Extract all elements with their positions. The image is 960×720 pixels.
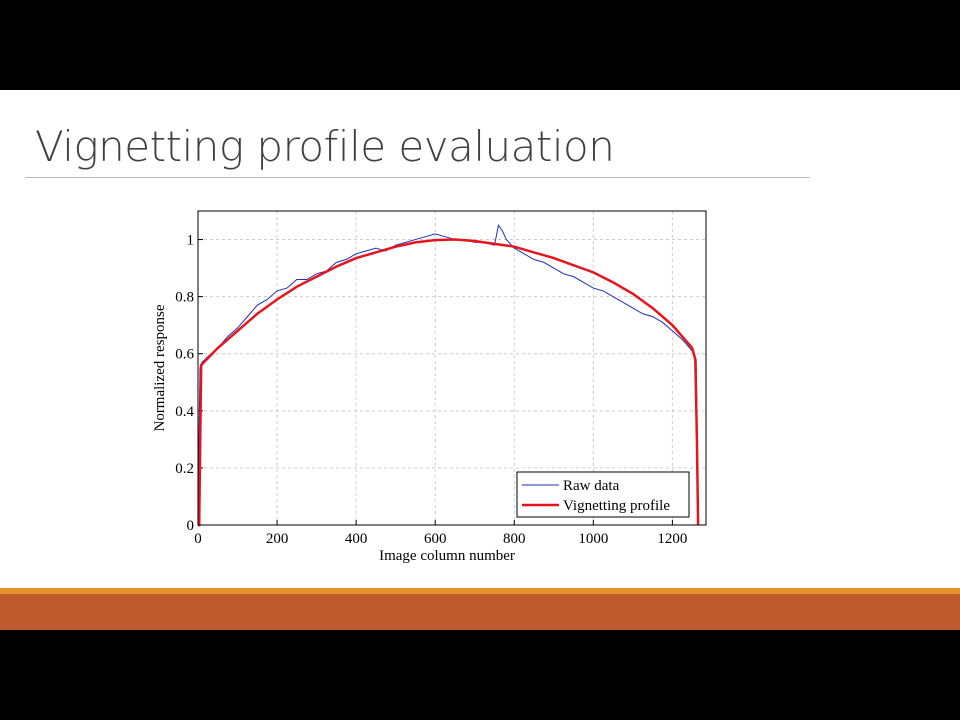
slide: Vignetting profile evaluation 0 200 400 600… [0,90,960,630]
x-tick-label: 1200 [657,531,687,547]
title-rule [25,177,810,178]
x-tick-label: 200 [266,531,289,547]
series-line [197,238,700,527]
x-axis-label: Image column number [379,548,515,564]
y-tick-label: 0.8 [175,290,194,306]
legend-label: Raw data [563,478,620,494]
legend-box [516,471,690,518]
legend-label: Vignetting profile [563,498,670,514]
y-tick-label: 1 [187,233,195,249]
x-tick-label: 800 [503,531,526,547]
y-axis-label: Normalized response [152,304,168,431]
y-tick-label: 0.2 [175,461,194,477]
x-tick-label: 600 [424,531,447,547]
y-tick-label: 0 [187,518,195,534]
chart: 0 200 400 600 800 1000 1200 0 0.2 0.4 0.6 0.8 1 Image… [152,210,707,564]
y-tick-label: 0.4 [175,404,194,420]
footer-band [0,594,960,630]
x-tick-label: 1000 [578,531,608,547]
x-tick-label: 0 [194,531,202,547]
plot-frame [197,210,707,526]
y-tick-label: 0.6 [175,347,194,363]
x-tick-label: 400 [345,531,368,547]
slide-title: Vignetting profile evaluation [35,122,615,171]
accent-stripe [0,588,960,594]
